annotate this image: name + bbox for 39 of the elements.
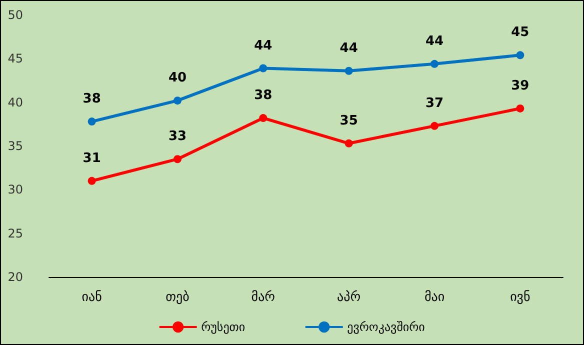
point	[344, 139, 353, 148]
point	[430, 122, 438, 130]
x-tick-label: აპრ	[337, 290, 361, 305]
data-label: 40	[168, 70, 187, 86]
data-label: 38	[82, 92, 101, 107]
data-label: 44	[425, 34, 444, 49]
point	[344, 66, 353, 75]
point	[259, 114, 268, 122]
x-tick-label: ივნ	[510, 290, 530, 305]
point	[259, 64, 268, 72]
point	[516, 104, 524, 112]
point	[174, 96, 182, 105]
data-label: 45	[511, 25, 530, 40]
y-tick-label: 40	[8, 95, 23, 110]
y-tick-label: 20	[8, 270, 23, 284]
x-tick-label: მარ	[251, 290, 276, 305]
y-tick-label: 30	[8, 182, 23, 197]
y-tick-label: 25	[8, 226, 23, 240]
point	[88, 118, 96, 126]
point	[88, 176, 96, 185]
y-tick-label: 50	[8, 8, 23, 22]
data-label: 33	[168, 129, 187, 144]
y-tick-label: 45	[8, 52, 23, 66]
data-label: 44	[254, 38, 272, 54]
point	[174, 155, 182, 164]
x-tick-label: იან	[82, 290, 102, 305]
data-label: 39	[511, 78, 530, 94]
data-label: 37	[425, 96, 444, 111]
data-label: 44	[340, 40, 358, 56]
point	[516, 51, 524, 60]
x-tick-label: მაი	[424, 290, 445, 305]
legend-label: რუსეთი	[201, 320, 246, 334]
legend-label: ევროკავშირი	[347, 320, 425, 334]
data-label: 38	[254, 88, 272, 104]
y-tick-label: 35	[8, 139, 23, 153]
x-tick-label: თებ	[166, 290, 190, 305]
point	[430, 60, 438, 68]
data-label: 31	[82, 150, 101, 166]
data-label: 35	[340, 113, 358, 128]
